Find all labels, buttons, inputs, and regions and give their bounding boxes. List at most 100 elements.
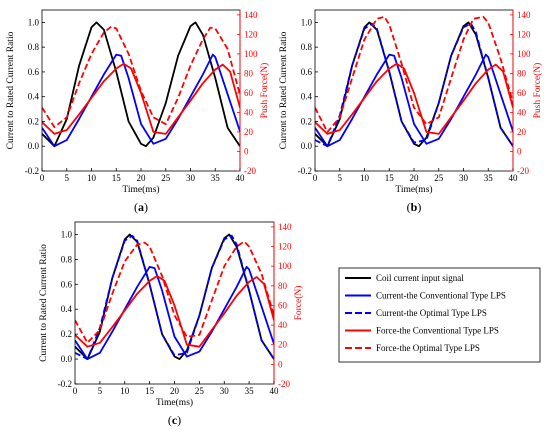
y2-tick-label: 0: [517, 146, 522, 156]
x-tick-label: 35: [245, 386, 255, 396]
y-axis-label: Current to Rated Current Ratio: [39, 244, 49, 362]
y2-tick-label: 120: [517, 29, 531, 39]
x-axis-label: Time(ms): [395, 184, 432, 195]
series-line-b-3: [315, 62, 513, 135]
y2-axis-label: Push Force(N): [259, 63, 270, 119]
series-line-b-0: [315, 21, 513, 148]
legend-box: [338, 267, 541, 363]
series-line-c-2: [75, 234, 274, 360]
y-tick-label: 0.4: [61, 304, 73, 314]
legend-label: Current-the Optimal Type LPS: [376, 308, 487, 318]
x-axis-label: Time(ms): [156, 397, 193, 408]
panel-label-c: (c): [168, 413, 181, 427]
y2-tick-label: -20: [517, 166, 529, 176]
x-tick-label: 15: [385, 173, 395, 183]
x-tick-label: 35: [211, 173, 221, 183]
y-tick-label: 0.0: [61, 354, 73, 364]
x-tick-label: 20: [410, 173, 420, 183]
x-tick-label: 20: [137, 173, 147, 183]
y2-tick-label: 100: [278, 261, 292, 271]
y2-axis-label: Push Force(N): [532, 63, 543, 119]
x-tick-label: 0: [313, 173, 318, 183]
series-line-b-2: [315, 22, 513, 148]
legend: Coil current input signal Current-the Con…: [338, 267, 541, 363]
legend-label: Coil current input signal: [376, 273, 464, 283]
series-line-b-1: [315, 53, 513, 148]
y2-tick-label: 100: [517, 49, 531, 59]
y-tick-label: 0.4: [28, 92, 40, 102]
y-tick-label: 0.2: [28, 116, 39, 126]
plot-frame-a: [41, 9, 241, 172]
x-tick-label: 30: [220, 386, 230, 396]
y2-tick-label: 40: [244, 107, 254, 117]
panel-label-b: (b): [407, 200, 422, 214]
y2-tick-label: 120: [244, 29, 258, 39]
y-tick-label: 0.6: [61, 279, 73, 289]
y2-tick-label: 140: [517, 10, 531, 20]
y-tick-label: 0.4: [301, 92, 313, 102]
x-tick-label: 10: [360, 173, 370, 183]
legend-label: Current-the Conventional Type LPS: [376, 291, 506, 301]
series-line-a-3: [42, 25, 240, 128]
x-tick-label: 30: [186, 173, 196, 183]
y2-tick-label: 80: [517, 68, 527, 78]
y-tick-label: 0.8: [61, 254, 73, 264]
y2-tick-label: 20: [244, 127, 254, 137]
x-tick-label: 5: [65, 173, 70, 183]
y2-tick-label: 80: [278, 281, 288, 291]
y-tick-label: -0.2: [58, 379, 72, 389]
y-tick-label: 1.0: [28, 17, 40, 27]
y2-tick-label: -20: [244, 166, 256, 176]
y2-tick-label: 140: [244, 10, 258, 20]
y-tick-label: -0.2: [298, 166, 312, 176]
y-tick-label: 0.2: [61, 329, 72, 339]
y-axis-label: Current to Rated Current Ratio: [279, 31, 289, 149]
x-tick-label: 15: [112, 173, 122, 183]
x-tick-label: 40: [236, 173, 246, 183]
y-tick-label: 0.8: [28, 42, 40, 52]
legend-label: Force-the Conventional Type LPS: [376, 326, 499, 336]
y-tick-label: 0.6: [301, 67, 313, 77]
x-tick-label: 35: [484, 173, 494, 183]
plot-frame-c: [74, 221, 275, 385]
y2-tick-label: 120: [278, 242, 292, 252]
y2-tick-label: 60: [244, 88, 254, 98]
y2-tick-label: -20: [278, 379, 290, 389]
y-tick-label: 0.8: [301, 42, 313, 52]
panel-label-a: (a): [134, 200, 148, 214]
series-line-c-3: [75, 275, 274, 348]
x-axis-label: Time(ms): [122, 184, 159, 195]
y2-tick-label: 0: [278, 359, 283, 369]
x-tick-label: 25: [434, 173, 444, 183]
x-tick-label: 40: [509, 173, 519, 183]
y2-axis-label: Force(N): [293, 286, 304, 321]
chart-panel-c: 0 5 10 15 20 25 30 35 40 -0.2 0.0 0.2 0.4 0.6 0.8 1.0 -2…: [39, 221, 304, 427]
y2-tick-label: 40: [278, 320, 288, 330]
chart-panel-b: 0 5 10 15 20 25 30 35 40 -0.2 0.0 0.2 0.4 0.6 0.8 1.0 -2…: [279, 9, 543, 214]
x-tick-label: 20: [170, 386, 180, 396]
y-tick-label: 1.0: [301, 17, 313, 27]
y2-tick-label: 80: [244, 68, 254, 78]
y2-tick-label: 20: [278, 340, 288, 350]
y2-tick-label: 140: [278, 222, 292, 232]
series-line-c-0: [75, 233, 274, 360]
x-tick-label: 30: [459, 173, 469, 183]
x-tick-label: 25: [161, 173, 171, 183]
y2-tick-label: 60: [278, 300, 288, 310]
chart-panel-a: 0 5 10 15 20 25 30 35 40 -0.2 0.0 0.2 0.4 0.6 0.8 1.0 -2…: [6, 9, 270, 214]
x-tick-label: 10: [120, 386, 130, 396]
y-axis-label: Current to Rated Current Ratio: [6, 31, 16, 149]
y-tick-label: -0.2: [25, 166, 39, 176]
y-tick-label: 0.2: [301, 116, 312, 126]
series-line-b-4: [315, 15, 513, 133]
x-tick-label: 15: [145, 386, 155, 396]
y-tick-label: 1.0: [61, 229, 73, 239]
plot-frame-b: [314, 9, 514, 172]
legend-label: Force-the Optimal Type LPS: [376, 343, 480, 353]
x-tick-label: 5: [338, 173, 343, 183]
x-tick-label: 25: [195, 386, 205, 396]
series-line-c-4: [75, 240, 274, 344]
x-tick-label: 40: [270, 386, 280, 396]
y2-tick-label: 20: [517, 127, 527, 137]
